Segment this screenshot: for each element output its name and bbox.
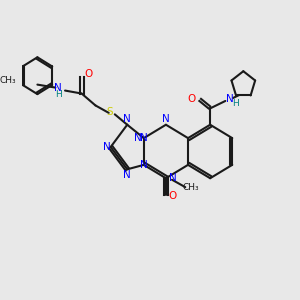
Text: CH₃: CH₃ bbox=[0, 76, 16, 85]
Text: H: H bbox=[232, 99, 238, 108]
Text: O: O bbox=[168, 191, 176, 201]
Text: S: S bbox=[106, 107, 113, 117]
Text: N: N bbox=[54, 83, 62, 93]
Text: N: N bbox=[162, 114, 170, 124]
Text: N: N bbox=[169, 173, 177, 183]
Text: CH₃: CH₃ bbox=[182, 183, 199, 192]
Text: N: N bbox=[140, 133, 148, 143]
Text: N: N bbox=[140, 160, 148, 170]
Text: H: H bbox=[56, 90, 62, 99]
Text: N: N bbox=[123, 114, 131, 124]
Text: O: O bbox=[84, 69, 93, 79]
Text: N: N bbox=[226, 94, 234, 103]
Text: N: N bbox=[134, 133, 142, 143]
Text: O: O bbox=[188, 94, 196, 104]
Text: N: N bbox=[123, 170, 131, 180]
Text: N: N bbox=[103, 142, 110, 152]
